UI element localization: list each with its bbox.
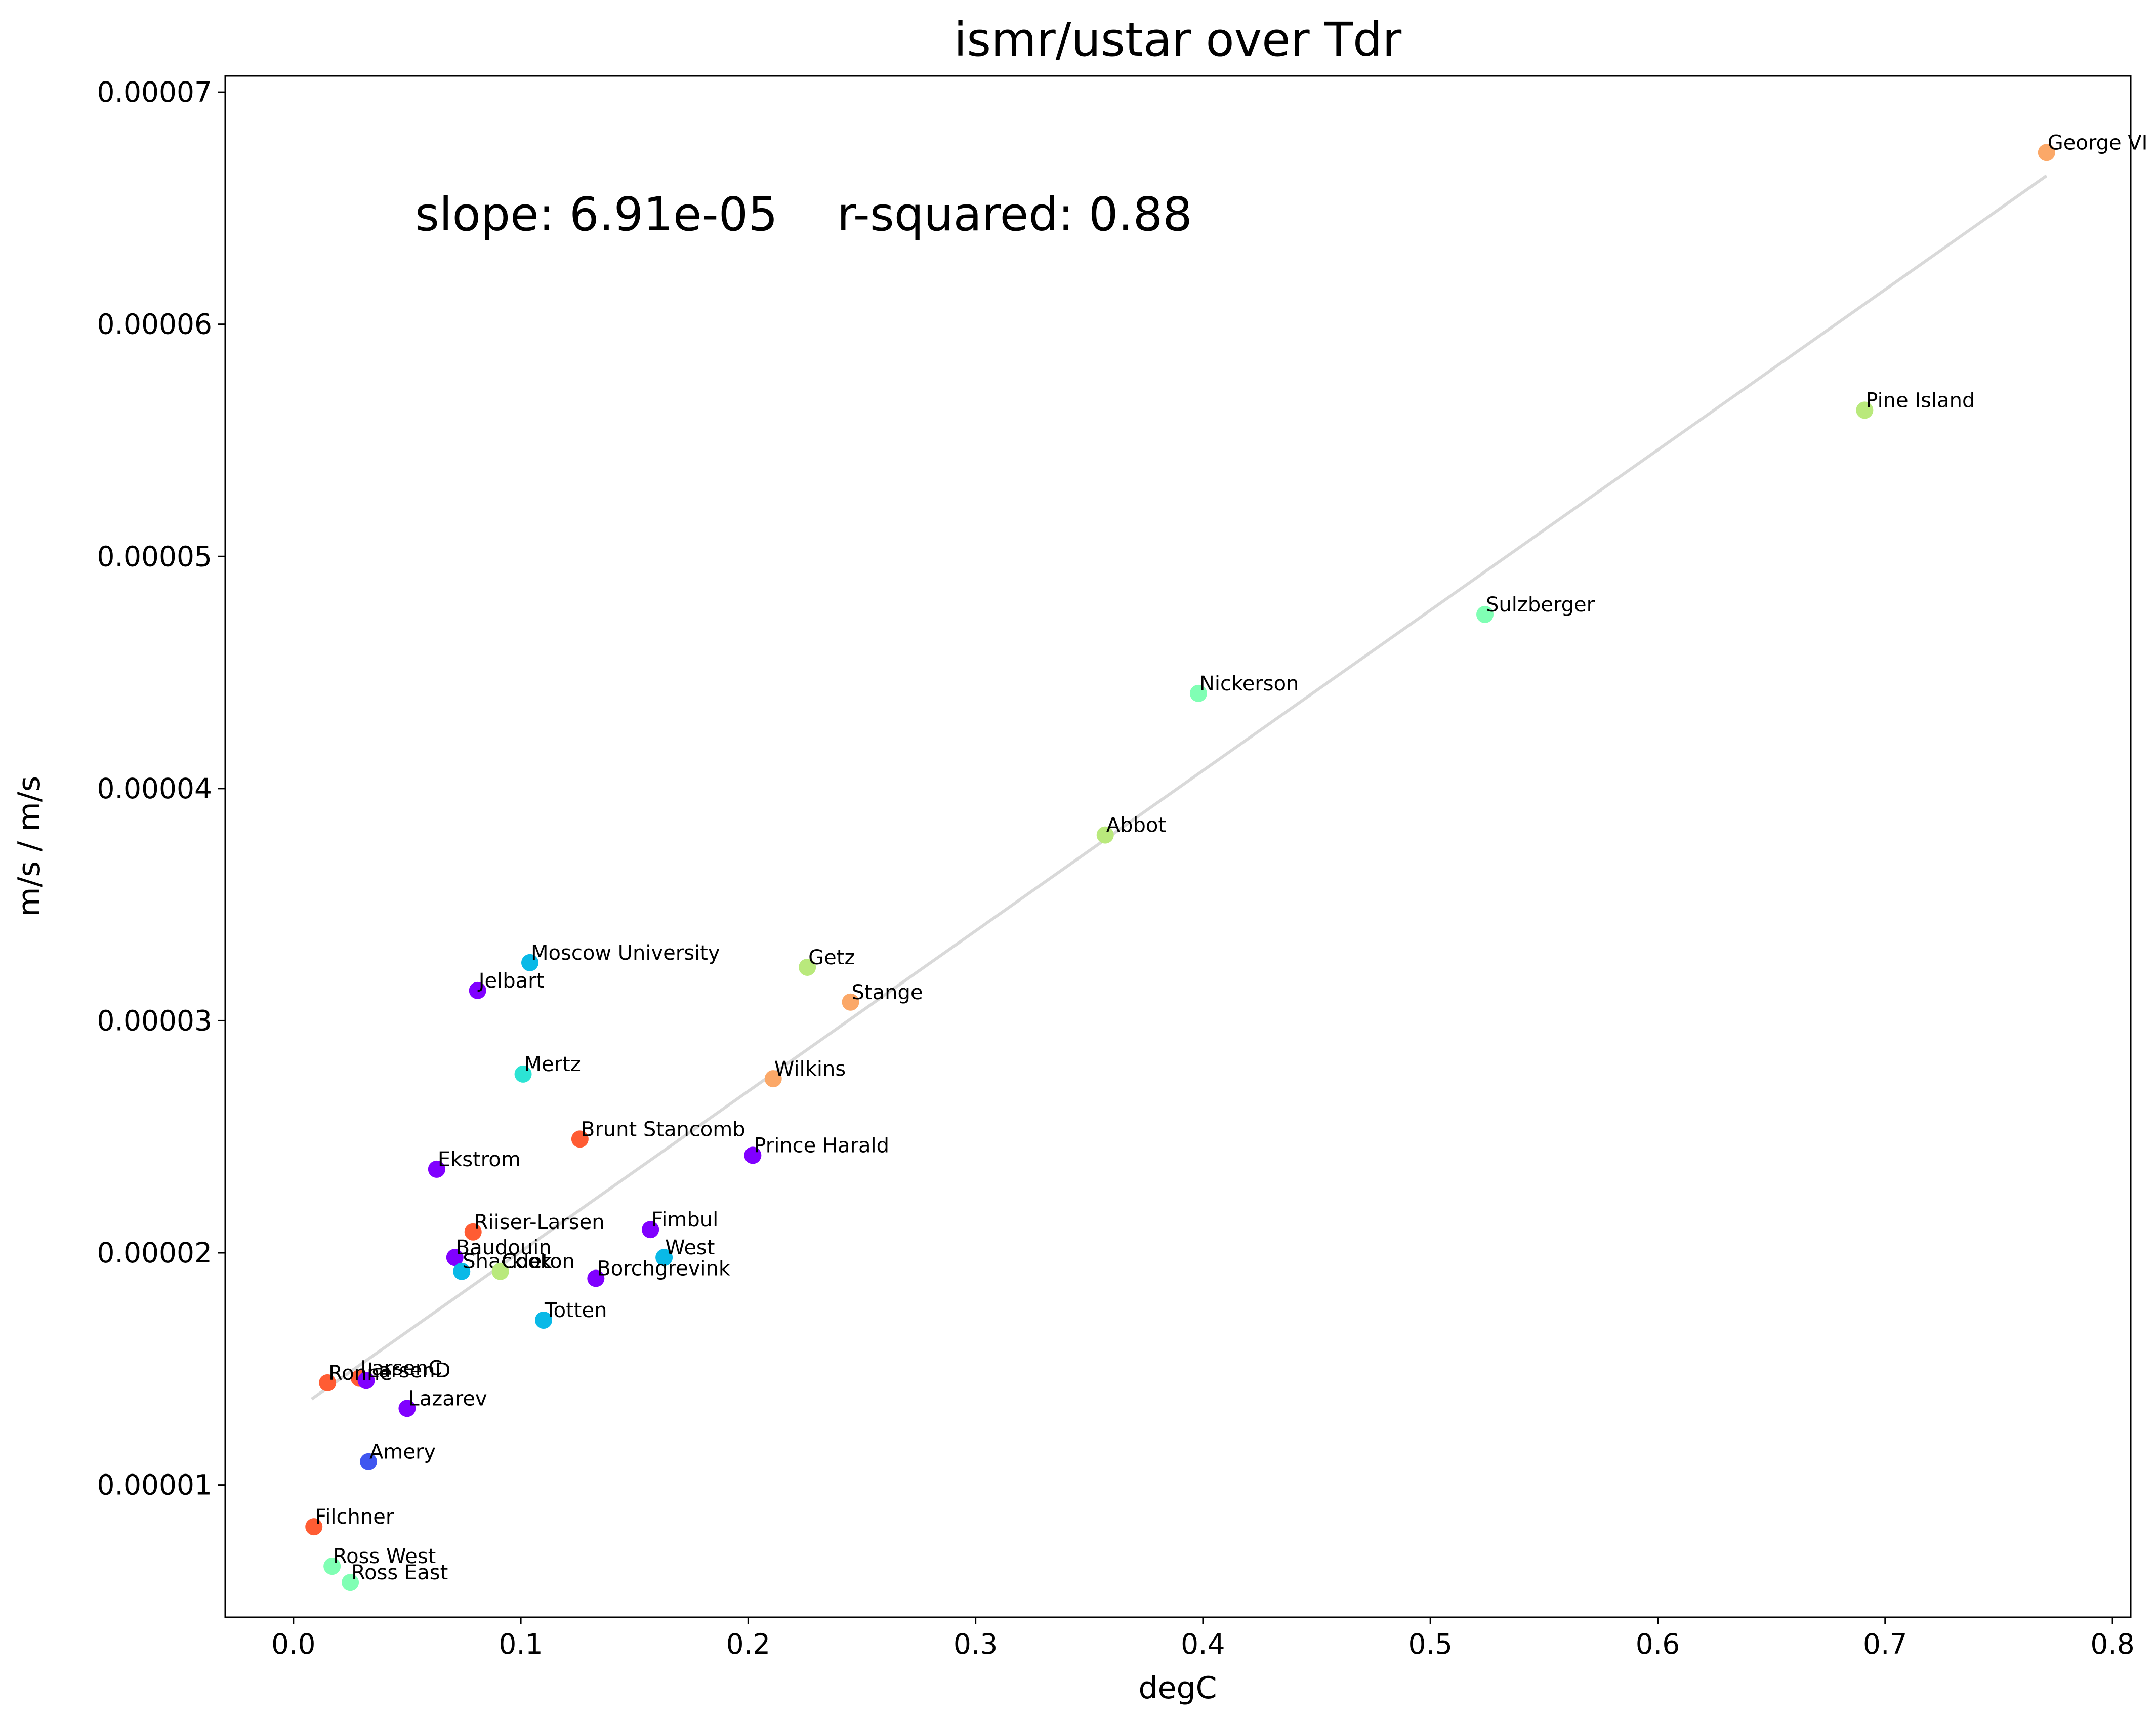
x-tick-label: 0.3 (953, 1628, 998, 1660)
points-layer: George VI Pine Island Sulzberger Nickerson A… (305, 131, 2147, 1591)
x-tick-label: 0.5 (1408, 1628, 1452, 1660)
point-label: Nickerson (1199, 672, 1299, 695)
point-label: Getz (808, 946, 855, 969)
data-point (764, 1070, 782, 1088)
y-tick-label: 0.00003 (97, 1004, 212, 1037)
point-label: Ekstrom (438, 1148, 521, 1171)
y-tick-label: 0.00005 (97, 540, 212, 572)
point-label: Moscow University (531, 941, 720, 965)
point-label: Baudouin (456, 1236, 552, 1259)
data-point (514, 1065, 532, 1083)
y-tick-label: 0.00002 (97, 1237, 212, 1269)
data-point (744, 1146, 762, 1164)
y-tick-label: 0.00006 (97, 308, 212, 341)
point-label: Pine Island (1865, 389, 1975, 412)
data-point (453, 1262, 471, 1280)
point-label: Ronne (328, 1362, 392, 1385)
point-label: Stange (852, 981, 923, 1004)
point-label: Riiser-Larsen (474, 1211, 605, 1234)
data-point (398, 1400, 416, 1417)
point-label: LarsenD (367, 1359, 451, 1382)
point-label: Wilkins (774, 1057, 846, 1081)
data-point (342, 1574, 359, 1591)
data-point (642, 1221, 659, 1239)
point-label: Borchgrevink (597, 1257, 731, 1280)
data-point (1476, 605, 1494, 623)
point-label: Filchner (315, 1505, 394, 1529)
point-label: Shackleton (463, 1250, 575, 1274)
point-label: Fimbul (651, 1208, 718, 1232)
point-label: Sulzberger (1486, 593, 1595, 617)
plot-frame (224, 75, 2132, 1618)
x-tick-label: 0.4 (1181, 1628, 1225, 1660)
y-tick-label: 0.00001 (97, 1469, 212, 1501)
point-label: Totten (544, 1299, 607, 1322)
y-tick-label: 0.00007 (97, 76, 212, 108)
data-point (446, 1249, 464, 1266)
y-axis-ticks: 0.00001 0.00002 0.00003 0.00004 0.00005 0.000… (97, 76, 225, 1501)
point-label: West (665, 1236, 715, 1259)
point-label: George VI (2048, 131, 2148, 154)
data-point (534, 1312, 552, 1329)
chart-title: ismr/ustar over Tdr (954, 13, 1402, 67)
point-label: Mertz (524, 1053, 581, 1076)
point-label: Ross East (351, 1561, 448, 1584)
data-point (521, 954, 539, 971)
y-axis-label: m/s / m/s (12, 776, 47, 917)
x-tick-label: 0.1 (499, 1628, 543, 1660)
x-axis-ticks: 0.0 0.1 0.2 0.3 0.4 0.5 0.6 0.7 0.8 (271, 1617, 2135, 1660)
x-tick-label: 0.8 (2090, 1628, 2134, 1660)
point-label: Cook (502, 1250, 553, 1274)
data-point (655, 1249, 673, 1266)
point-label: Jelbart (477, 969, 545, 993)
data-point (491, 1262, 509, 1280)
data-point (305, 1518, 323, 1536)
point-label: Amery (369, 1441, 436, 1464)
point-label: Lazarev (408, 1387, 487, 1410)
x-tick-label: 0.0 (271, 1628, 315, 1660)
data-point (428, 1160, 445, 1178)
x-tick-label: 0.6 (1636, 1628, 1680, 1660)
data-point (360, 1453, 378, 1470)
data-point (2038, 144, 2055, 161)
point-label: Ross West (333, 1545, 436, 1568)
data-point (464, 1223, 482, 1241)
point-label: LarsenC (360, 1357, 442, 1380)
fit-annotation: slope: 6.91e-05 r-squared: 0.88 (415, 187, 1192, 241)
data-point (1856, 401, 1874, 419)
data-point (357, 1372, 375, 1389)
fit-line-layer (310, 174, 2048, 1401)
x-axis-label: degC (1139, 1670, 1217, 1706)
data-point (587, 1269, 605, 1287)
point-label: Prince Harald (754, 1134, 889, 1157)
data-point (1189, 684, 1207, 702)
point-label: Abbot (1106, 814, 1166, 837)
data-point (323, 1558, 341, 1575)
data-point (319, 1374, 337, 1391)
data-point (1096, 826, 1114, 844)
x-tick-label: 0.2 (726, 1628, 770, 1660)
data-point (469, 981, 486, 999)
data-point (842, 993, 859, 1011)
regression-line (310, 174, 2048, 1401)
x-tick-label: 0.7 (1863, 1628, 1907, 1660)
y-tick-label: 0.00004 (97, 772, 212, 805)
data-point (799, 958, 816, 976)
point-label: Brunt Stancomb (581, 1118, 745, 1141)
data-point (571, 1130, 589, 1148)
